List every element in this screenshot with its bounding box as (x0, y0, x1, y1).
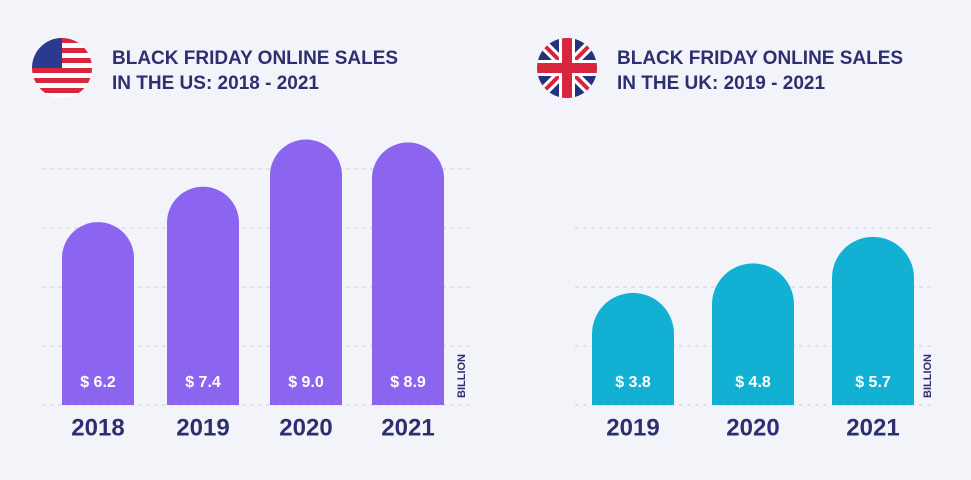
value-label: $ 4.8 (735, 374, 771, 391)
chart-title: BLACK FRIDAY ONLINE SALES (112, 48, 398, 69)
x-tick-label: 2021 (846, 414, 899, 441)
value-label: $ 3.8 (615, 374, 651, 391)
unit-label: BILLION (922, 354, 934, 398)
bar (832, 236, 914, 405)
chart-title: IN THE UK: 2019 - 2021 (617, 73, 825, 94)
bar (167, 186, 239, 405)
unit-label: BILLION (456, 354, 468, 398)
value-label: $ 9.0 (288, 374, 324, 391)
value-label: $ 6.2 (80, 374, 116, 391)
value-label: $ 5.7 (855, 374, 891, 391)
bar (712, 263, 794, 405)
chart-title: BLACK FRIDAY ONLINE SALES (617, 48, 903, 69)
x-tick-label: 2018 (71, 414, 124, 441)
x-tick-label: 2019 (606, 414, 659, 441)
bar (592, 292, 674, 405)
us-flag (32, 38, 92, 98)
x-tick-label: 2020 (279, 414, 332, 441)
value-label: $ 8.9 (390, 374, 426, 391)
value-label: $ 7.4 (185, 374, 221, 391)
x-tick-label: 2021 (381, 414, 434, 441)
x-tick-label: 2019 (176, 414, 229, 441)
chart-title: IN THE US: 2018 - 2021 (112, 73, 319, 94)
bar (270, 139, 342, 405)
uk-flag (537, 38, 597, 98)
x-tick-label: 2020 (726, 414, 779, 441)
bar (62, 222, 134, 405)
bar (372, 142, 444, 405)
